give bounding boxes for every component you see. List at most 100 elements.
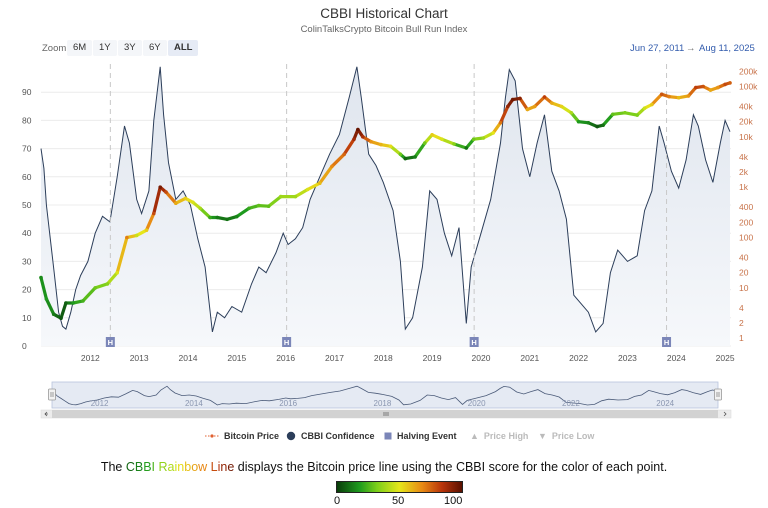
navigator-tick: 2018	[374, 399, 392, 408]
price-point	[440, 137, 444, 141]
price-point	[728, 81, 732, 85]
price-point	[586, 121, 591, 125]
rainbow-letter: B	[134, 460, 144, 474]
legend-price-low[interactable]: ▼ Price Low	[538, 431, 594, 441]
legend-price-high[interactable]: ▲ Price High	[470, 431, 528, 441]
price-segment	[389, 144, 402, 156]
navigator-handle[interactable]	[48, 388, 56, 401]
scrollbar-thumb[interactable]	[52, 410, 718, 418]
right-axis-tick: 400	[739, 202, 753, 212]
price-segment	[330, 152, 346, 168]
navigator-tick: 2020	[468, 399, 486, 408]
price-point	[266, 204, 271, 208]
price-segment	[164, 190, 178, 205]
price-point	[191, 200, 195, 205]
confidence-legend-icon	[286, 431, 296, 441]
price-point	[542, 95, 547, 99]
right-axis-tick: 10k	[739, 132, 753, 142]
navigator-series	[51, 385, 718, 406]
legend-confidence[interactable]: CBBI Confidence	[286, 431, 375, 441]
price-point	[667, 94, 671, 99]
right-axis-tick: 2	[739, 318, 744, 328]
price-segment	[464, 137, 476, 150]
price-point	[464, 146, 469, 150]
right-axis-tick: 4	[739, 303, 744, 313]
navigator-tick: 2024	[656, 399, 674, 408]
price-point	[423, 141, 427, 145]
price-point	[398, 152, 403, 157]
price-point	[430, 133, 434, 137]
price-point	[650, 102, 654, 107]
rainbow-letter: e	[227, 460, 235, 474]
price-segment	[105, 271, 119, 286]
price-point	[716, 85, 720, 90]
price-point	[198, 206, 202, 211]
price-segment	[44, 297, 56, 316]
halving-legend-icon	[384, 432, 392, 440]
range-from-input[interactable]: Jun 27, 2011	[630, 43, 685, 54]
range-to-input[interactable]: Aug 11, 2025	[699, 43, 755, 54]
zoom-3y-button[interactable]: 3Y	[118, 40, 142, 56]
left-axis-tick: 10	[22, 313, 32, 323]
price-segment	[559, 104, 573, 115]
price-segment	[491, 121, 503, 135]
legend-halving[interactable]: Halving Event	[384, 431, 457, 441]
rainbow-caption: The CBBI Rainbow Line displays the Bitco…	[0, 460, 768, 474]
price-point	[81, 299, 85, 303]
x-axis-tick: 2013	[130, 353, 149, 363]
price-point	[576, 119, 581, 124]
zoom-6y-button[interactable]: 6Y	[143, 40, 167, 56]
price-point	[51, 312, 56, 317]
caption-prefix: The	[100, 460, 126, 474]
price-segment	[293, 187, 310, 199]
x-axis-tick: 2025	[716, 353, 735, 363]
price-point	[491, 131, 496, 135]
price-segment	[569, 111, 581, 124]
price-point	[330, 164, 334, 169]
price-point	[518, 96, 522, 101]
x-axis-tick: 2021	[520, 353, 539, 363]
zoom-all-button[interactable]: ALL	[168, 40, 199, 56]
price-point	[215, 215, 220, 220]
price-point	[93, 286, 97, 290]
scroll-right-arrow-icon[interactable]	[723, 411, 727, 417]
price-point	[532, 104, 537, 109]
price-segment	[440, 137, 456, 146]
zoom-1y-button[interactable]: 1Y	[93, 40, 117, 56]
legend-price[interactable]: Bitcoin Price	[205, 431, 279, 441]
right-axis-tick: 4k	[739, 152, 749, 162]
rainbow-letter: o	[191, 460, 199, 474]
price-point	[235, 214, 239, 219]
rainbow-letter: i	[174, 460, 178, 474]
halving-marker	[469, 337, 479, 347]
legend-halving-label: Halving Event	[397, 431, 457, 441]
navigator-tick: 2012	[91, 399, 109, 408]
price-point	[471, 137, 476, 141]
triangle-down-icon: ▼	[538, 431, 547, 441]
price-point	[635, 113, 639, 117]
scroll-left-arrow-icon[interactable]	[44, 411, 48, 417]
x-axis-tick: 2015	[227, 353, 246, 363]
price-point	[152, 211, 156, 216]
price-segment	[318, 164, 334, 185]
left-axis-tick: 30	[22, 256, 32, 266]
price-point	[44, 297, 49, 301]
halving-marker	[105, 337, 115, 347]
right-axis-tick: 100k	[739, 82, 758, 92]
price-point	[623, 111, 627, 115]
right-axis-tick: 20	[739, 268, 749, 278]
price-point	[361, 135, 365, 139]
price-segment	[452, 142, 468, 150]
confidence-line	[40, 66, 731, 333]
x-axis-tick: 2020	[472, 353, 491, 363]
right-axis-tick: 20k	[739, 117, 753, 127]
left-axis-tick: 90	[22, 87, 32, 97]
zoom-6m-button[interactable]: 6M	[67, 40, 93, 56]
halving-marker-label: H	[108, 338, 113, 347]
gradient-min-label: 0	[334, 495, 341, 507]
halving-marker-label: H	[664, 338, 669, 347]
right-axis-tick: 40k	[739, 102, 753, 112]
price-point	[225, 217, 229, 222]
navigator-handle[interactable]	[714, 388, 722, 401]
